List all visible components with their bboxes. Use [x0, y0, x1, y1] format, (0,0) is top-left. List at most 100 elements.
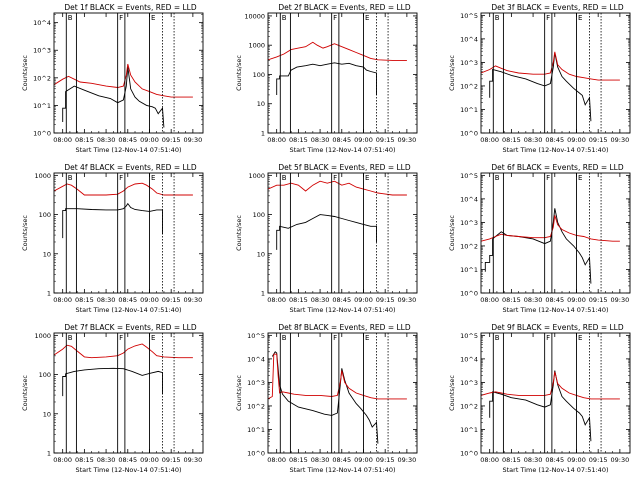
interval-label: E: [151, 14, 155, 22]
series-line-events: [489, 370, 592, 442]
y-tick-label: 1: [47, 450, 51, 458]
y-axis-label: Counts/sec: [235, 55, 243, 91]
plot-frame: [480, 12, 631, 134]
interval-label: B: [282, 14, 287, 22]
y-tick-label: 100: [253, 71, 265, 79]
series-line-lld: [481, 51, 620, 81]
x-tick-label: 09:15: [376, 136, 395, 144]
y-axis-label: Counts/sec: [448, 55, 456, 91]
y-axis-label: Counts/sec: [448, 215, 456, 251]
series-line-lld: [54, 343, 193, 359]
y-tick-label: 10^3: [460, 219, 478, 227]
x-tick-label: 08:30: [311, 456, 330, 464]
x-tick-label: 09:30: [611, 296, 630, 304]
series-group: [54, 343, 193, 397]
x-axis-label: Start Time (12-Nov-14 07:51:40): [76, 466, 182, 474]
x-tick-label: 08:15: [75, 456, 94, 464]
series-group: [54, 182, 193, 239]
y-tick-label: 10^1: [247, 426, 265, 434]
panel-9: Det 9f BLACK = Events, RED = LLD B F E 08:00…: [448, 323, 631, 474]
y-axis-label: Counts/sec: [21, 215, 29, 251]
y-tick-label: 10^0: [460, 450, 478, 458]
y-tick-label: 1000: [34, 172, 51, 180]
series-group: [481, 370, 620, 442]
panel-3: Det 3f BLACK = Events, RED = LLD B F E 08:00…: [448, 3, 631, 154]
interval-label: B: [282, 334, 287, 342]
x-tick-label: 08:00: [53, 456, 72, 464]
y-tick-label: 10^4: [460, 35, 478, 43]
x-tick-label: 09:00: [567, 456, 586, 464]
y-axis-label: Counts/sec: [21, 375, 29, 411]
x-axis-label: Start Time (12-Nov-14 07:51:40): [503, 146, 609, 154]
x-tick-label: 08:30: [97, 136, 116, 144]
series-line-lld: [481, 215, 620, 242]
series-group: [481, 51, 620, 122]
y-tick-label: 10^1: [460, 426, 478, 434]
interval-label: E: [578, 14, 582, 22]
series-line-events: [276, 214, 377, 250]
series-line-events: [276, 62, 377, 95]
x-tick-label: 08:00: [53, 136, 72, 144]
x-tick-label: 09:15: [589, 456, 608, 464]
y-tick-label: 10^0: [33, 130, 51, 138]
x-tick-label: 09:00: [354, 136, 373, 144]
interval-label: E: [365, 334, 369, 342]
y-tick-label: 10^5: [247, 332, 265, 340]
x-axis-label: Start Time (12-Nov-14 07:51:40): [290, 146, 396, 154]
interval-label: E: [365, 14, 369, 22]
x-tick-label: 09:00: [140, 136, 159, 144]
x-tick-label: 08:15: [289, 296, 308, 304]
series-line-lld: [268, 41, 407, 61]
x-tick-label: 09:15: [162, 136, 181, 144]
x-tick-label: 08:00: [480, 136, 499, 144]
y-tick-label: 10^1: [33, 102, 51, 110]
y-tick-label: 100: [39, 371, 51, 379]
y-tick-label: 1000: [34, 332, 51, 340]
x-tick-label: 08:00: [267, 136, 286, 144]
panel-title: Det 5f BLACK = Events, RED = LLD: [278, 163, 411, 172]
x-tick-label: 08:00: [480, 296, 499, 304]
x-axis-label: Start Time (12-Nov-14 07:51:40): [290, 306, 396, 314]
x-tick-label: 08:45: [118, 296, 137, 304]
y-tick-label: 10: [43, 410, 51, 418]
y-tick-label: 10^4: [247, 355, 265, 363]
y-tick-label: 10^3: [247, 379, 265, 387]
x-tick-label: 08:30: [524, 456, 543, 464]
y-tick-label: 1000: [248, 172, 265, 180]
plot-frame: [53, 12, 204, 134]
series-line-lld: [481, 371, 620, 400]
interval-label: B: [495, 14, 500, 22]
plot-frame: [480, 332, 631, 454]
x-tick-label: 08:30: [311, 136, 330, 144]
series-group: [268, 351, 407, 444]
x-tick-label: 09:15: [162, 456, 181, 464]
interval-label: B: [282, 174, 287, 182]
series-line-events: [271, 351, 379, 444]
plot-frame: [267, 332, 418, 454]
interval-label: F: [546, 174, 550, 182]
x-tick-label: 09:30: [398, 296, 417, 304]
y-tick-label: 10^4: [460, 195, 478, 203]
series-line-events: [62, 66, 165, 128]
y-tick-label: 1: [261, 130, 265, 138]
y-tick-label: 10: [43, 250, 51, 258]
x-tick-label: 09:30: [184, 296, 203, 304]
panel-8: Det 8f BLACK = Events, RED = LLD B F E 08:00…: [235, 323, 418, 474]
y-tick-label: 10^2: [247, 402, 265, 410]
interval-label: F: [546, 14, 550, 22]
y-tick-label: 10^5: [460, 172, 478, 180]
y-axis-label: Counts/sec: [235, 375, 243, 411]
x-tick-label: 08:45: [118, 456, 137, 464]
y-tick-label: 1: [261, 290, 265, 298]
y-tick-label: 100: [253, 211, 265, 219]
x-tick-label: 09:15: [376, 456, 395, 464]
x-tick-label: 08:15: [502, 456, 521, 464]
y-tick-label: 10^2: [460, 402, 478, 410]
panel-title: Det 1f BLACK = Events, RED = LLD: [64, 3, 197, 12]
y-tick-label: 1000: [248, 42, 265, 50]
x-tick-label: 08:45: [118, 136, 137, 144]
interval-label: E: [151, 174, 155, 182]
interval-label: B: [68, 14, 73, 22]
x-tick-label: 08:45: [332, 136, 351, 144]
